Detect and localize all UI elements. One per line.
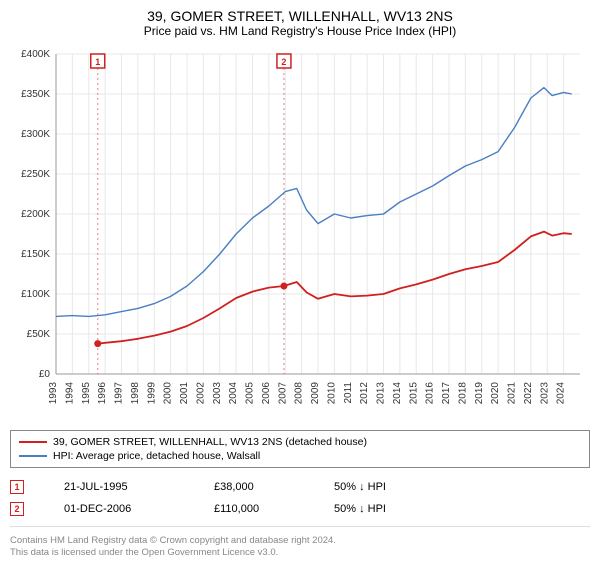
transaction-marker: 2 [10,502,24,516]
svg-text:1994: 1994 [64,382,75,405]
svg-text:2003: 2003 [212,382,223,405]
transaction-price: £38,000 [214,481,294,493]
svg-text:2014: 2014 [392,382,403,405]
transaction-row: 2 01-DEC-2006 £110,000 50% ↓ HPI [10,498,590,520]
svg-text:2016: 2016 [425,382,436,405]
legend-label: 39, GOMER STREET, WILLENHALL, WV13 2NS (… [53,436,367,448]
transaction-marker: 1 [10,480,24,494]
chart-subtitle: Price paid vs. HM Land Registry's House … [10,24,590,38]
footer-line-2: This data is licensed under the Open Gov… [10,547,590,559]
transaction-table: 1 21-JUL-1995 £38,000 50% ↓ HPI 2 01-DEC-2006… [10,476,590,520]
svg-text:2019: 2019 [474,382,485,405]
transaction-pct: 50% ↓ HPI [334,503,386,515]
svg-text:2001: 2001 [179,382,190,405]
transaction-date: 21-JUL-1995 [64,481,174,493]
svg-text:2023: 2023 [539,382,550,405]
svg-text:2004: 2004 [228,382,239,405]
svg-text:1: 1 [95,57,100,67]
svg-text:1995: 1995 [81,382,92,405]
svg-text:1996: 1996 [97,382,108,405]
svg-text:2: 2 [281,57,286,67]
divider [10,526,590,527]
svg-text:2009: 2009 [310,382,321,405]
svg-text:2024: 2024 [556,382,567,405]
chart-container: 39, GOMER STREET, WILLENHALL, WV13 2NS P… [0,0,600,568]
legend-item: 39, GOMER STREET, WILLENHALL, WV13 2NS (… [19,435,581,449]
svg-text:£100K: £100K [21,289,50,300]
legend-item: HPI: Average price, detached house, Wals… [19,449,581,463]
chart-title: 39, GOMER STREET, WILLENHALL, WV13 2NS [10,8,590,24]
svg-text:1993: 1993 [48,382,59,405]
svg-text:£300K: £300K [21,129,50,140]
legend-swatch [19,441,47,443]
svg-text:£0: £0 [39,369,51,380]
svg-text:2022: 2022 [523,382,534,405]
svg-text:2005: 2005 [245,382,256,405]
legend: 39, GOMER STREET, WILLENHALL, WV13 2NS (… [10,430,590,468]
line-chart-svg: £0 £50K £100K £150K £200K £250K £300K £350K £400… [10,44,590,424]
svg-text:£400K: £400K [21,49,50,60]
transaction-price: £110,000 [214,503,294,515]
transaction-row: 1 21-JUL-1995 £38,000 50% ↓ HPI [10,476,590,498]
svg-text:1997: 1997 [114,382,125,405]
legend-label: HPI: Average price, detached house, Wals… [53,450,260,462]
svg-text:2021: 2021 [507,382,518,405]
transaction-date: 01-DEC-2006 [64,503,174,515]
footer-attribution: Contains HM Land Registry data © Crown c… [10,535,590,560]
svg-text:2007: 2007 [277,382,288,405]
svg-text:£250K: £250K [21,169,50,180]
svg-text:2020: 2020 [490,382,501,405]
svg-text:2000: 2000 [163,382,174,405]
chart-plot-area: £0 £50K £100K £150K £200K £250K £300K £350K £400… [10,44,590,424]
transaction-pct: 50% ↓ HPI [334,481,386,493]
svg-text:2002: 2002 [195,382,206,405]
legend-swatch [19,455,47,457]
svg-text:2010: 2010 [326,382,337,405]
svg-text:2013: 2013 [376,382,387,405]
svg-text:2017: 2017 [441,382,452,405]
svg-text:£350K: £350K [21,89,50,100]
footer-line-1: Contains HM Land Registry data © Crown c… [10,535,590,547]
svg-text:2011: 2011 [343,382,354,404]
svg-text:1999: 1999 [146,382,157,405]
svg-text:2018: 2018 [457,382,468,405]
svg-text:2015: 2015 [408,382,419,405]
svg-text:£50K: £50K [27,329,51,340]
svg-text:£200K: £200K [21,209,50,220]
svg-text:2006: 2006 [261,382,272,405]
svg-text:2012: 2012 [359,382,370,405]
svg-text:£150K: £150K [21,249,50,260]
svg-text:2008: 2008 [294,382,305,405]
svg-text:1998: 1998 [130,382,141,405]
